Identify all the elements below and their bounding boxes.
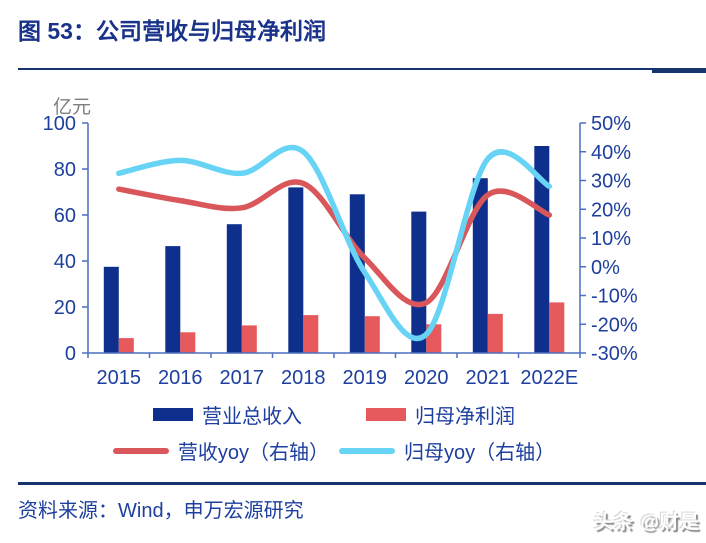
bar: [165, 246, 181, 353]
bar: [349, 194, 365, 353]
svg-text:20%: 20%: [591, 199, 631, 221]
svg-text:100: 100: [43, 113, 76, 135]
bar: [288, 187, 304, 353]
watermark: 头条 @财是: [594, 512, 700, 533]
combo-chart: 0 20 40 60 80 100 -30% -20% -10% 0% 10% 20% 30% 40% 50…: [43, 113, 638, 389]
legend-label-profit: 归母净利润: [415, 406, 515, 428]
legend-item-profit: 归母净利润: [366, 400, 515, 429]
legend-item-revenue-yoy: 营收yoy（右轴）: [112, 436, 329, 465]
footer-divider: [18, 482, 706, 485]
header-divider-line: [18, 68, 706, 70]
svg-text:-20%: -20%: [591, 314, 638, 336]
svg-text:0: 0: [65, 343, 76, 365]
bar: [303, 315, 319, 353]
axes: [87, 123, 581, 354]
x-axis-labels: 2015 2016 2017 2018 2019 2020 2021 2022E: [87, 353, 581, 389]
bar: [411, 211, 427, 353]
left-axis-labels: 0 20 40 60 80 100: [43, 113, 88, 365]
svg-text:-10%: -10%: [591, 286, 638, 308]
svg-text:2022E: 2022E: [520, 367, 578, 389]
svg-text:2021: 2021: [466, 367, 511, 389]
svg-text:2018: 2018: [281, 367, 326, 389]
revenue-bar-swatch: [153, 408, 193, 421]
svg-text:40: 40: [54, 251, 76, 273]
bar: [226, 224, 242, 353]
svg-text:30%: 30%: [591, 171, 631, 193]
profit-bar-swatch: [366, 408, 406, 421]
svg-text:50%: 50%: [591, 113, 631, 135]
svg-text:2016: 2016: [158, 367, 203, 389]
bar: [103, 266, 119, 354]
svg-text:40%: 40%: [591, 142, 631, 164]
header-divider-accent: [652, 68, 706, 73]
bar: [549, 302, 565, 353]
profit-yoy-line-swatch: [339, 447, 395, 454]
legend-row-lines: 营收yoy（右轴） 归母yoy（右轴）: [88, 436, 580, 465]
svg-text:0%: 0%: [591, 257, 620, 279]
legend-item-profit-yoy: 归母yoy（右轴）: [339, 436, 555, 465]
svg-text:60: 60: [54, 205, 76, 227]
svg-text:10%: 10%: [591, 228, 631, 250]
header-divider: [18, 68, 706, 73]
source-note: 资料来源：Wind，申万宏源研究: [18, 500, 304, 522]
svg-text:20: 20: [54, 297, 76, 319]
svg-text:2019: 2019: [343, 367, 388, 389]
bar: [534, 146, 550, 353]
bar: [487, 313, 503, 353]
bar: [241, 325, 257, 353]
legend-item-revenue: 营业总收入: [153, 400, 302, 429]
svg-text:80: 80: [54, 159, 76, 181]
figure-title: 图 53：公司营收与归母净利润: [18, 18, 326, 44]
svg-text:-30%: -30%: [591, 343, 638, 365]
legend-label-revenue-yoy: 营收yoy（右轴）: [177, 442, 329, 464]
bar: [364, 316, 380, 353]
revenue-bars: [103, 146, 550, 354]
right-axis-labels: -30% -20% -10% 0% 10% 20% 30% 40% 50%: [580, 113, 638, 365]
bar: [118, 338, 134, 353]
legend-label-profit-yoy: 归母yoy（右轴）: [404, 442, 556, 464]
bar: [180, 332, 196, 353]
legend-label-revenue: 营业总收入: [202, 406, 302, 428]
profit-yoy-line: [116, 144, 553, 342]
profit-bars: [118, 302, 565, 354]
svg-text:2015: 2015: [97, 367, 142, 389]
svg-text:2017: 2017: [220, 367, 265, 389]
svg-text:2020: 2020: [404, 367, 449, 389]
left-axis-unit-label: 亿元: [53, 97, 92, 118]
revenue-yoy-line-swatch: [112, 447, 169, 454]
bar: [472, 178, 488, 353]
legend-row-bars: 营业总收入 归母净利润: [88, 400, 580, 429]
